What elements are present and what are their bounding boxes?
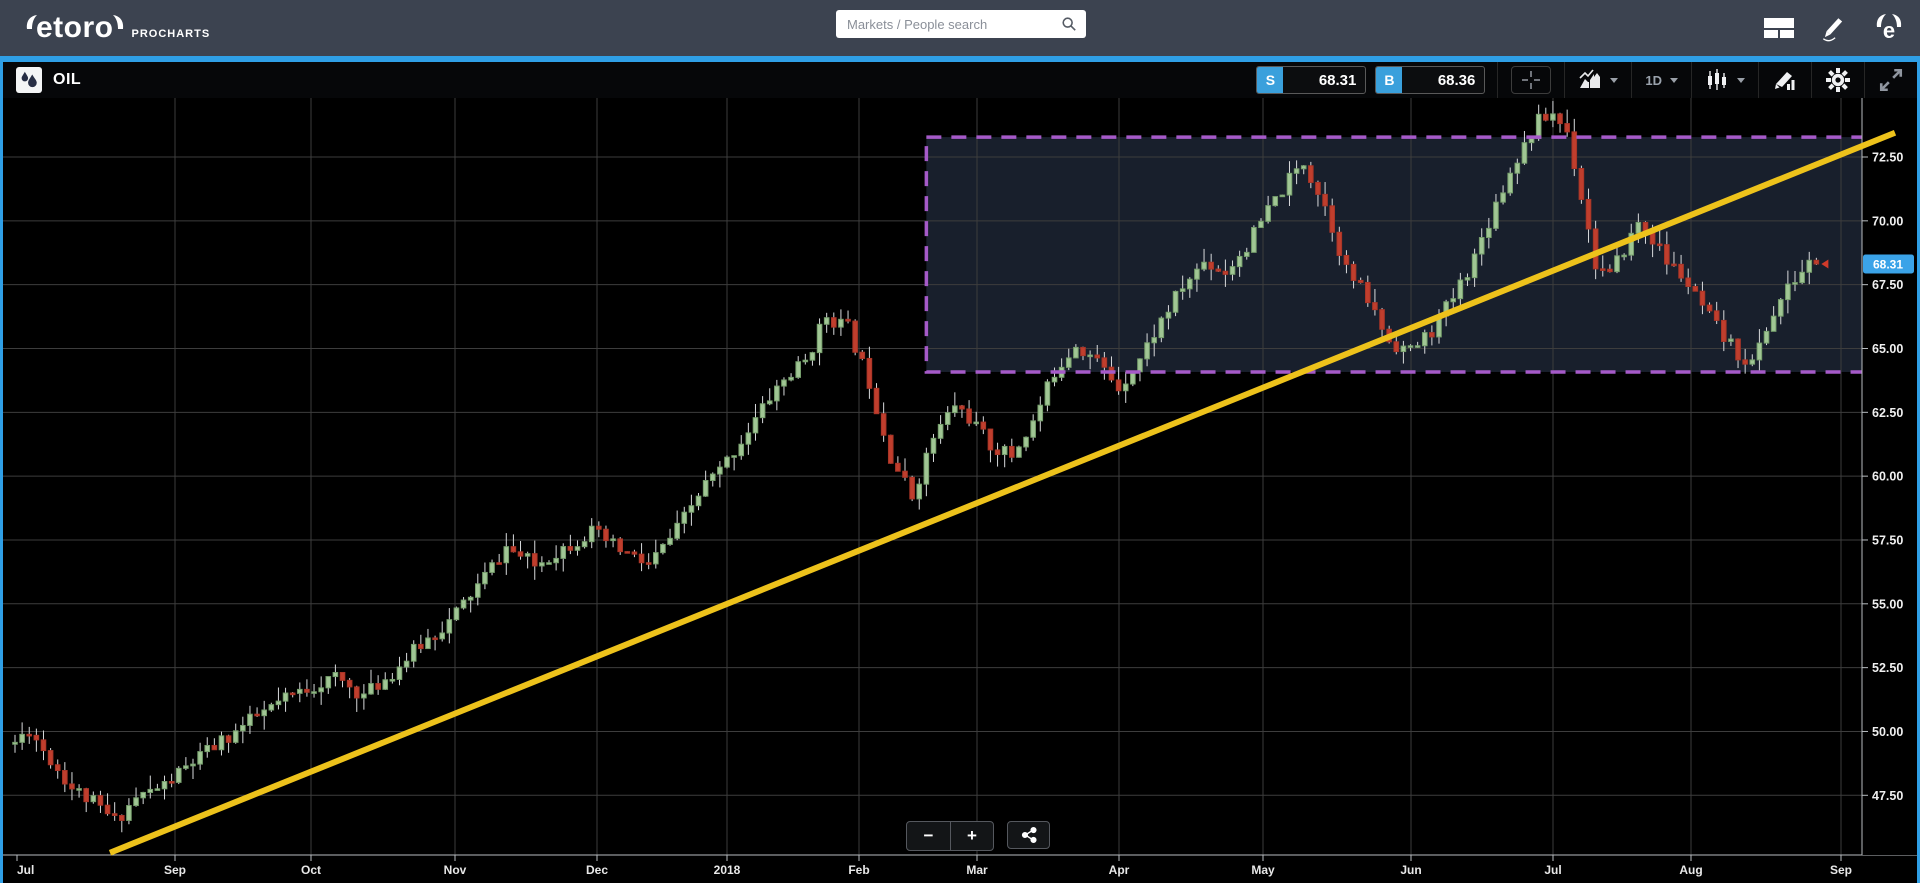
drawings-button[interactable] <box>1758 62 1811 98</box>
zoom-in-button[interactable]: + <box>950 822 993 850</box>
expand-arrows-icon <box>1879 68 1903 92</box>
settings-button[interactable] <box>1811 62 1864 98</box>
svg-text:52.50: 52.50 <box>1872 661 1903 675</box>
fullscreen-button[interactable] <box>1864 62 1917 98</box>
logo-horn-right-icon <box>112 15 123 29</box>
share-icon <box>1021 826 1037 844</box>
oil-instrument-icon <box>16 67 42 93</box>
svg-text:Jun: Jun <box>1400 863 1421 877</box>
drawing-marker-icon <box>1775 72 1795 90</box>
timeframe-button[interactable]: 1D <box>1631 62 1691 98</box>
chart-toolbar: OIL S 68.31 B 68.36 <box>3 62 1917 98</box>
search-icon[interactable] <box>1061 16 1077 32</box>
search-input[interactable] <box>836 16 1061 32</box>
svg-text:Feb: Feb <box>848 863 869 877</box>
svg-text:Sep: Sep <box>1830 863 1852 877</box>
symbol-label: OIL <box>53 71 82 88</box>
draw-pencil-icon[interactable] <box>1818 14 1848 42</box>
svg-text:65.00: 65.00 <box>1872 342 1903 356</box>
svg-text:Apr: Apr <box>1109 863 1130 877</box>
chevron-down-icon <box>1610 77 1619 83</box>
svg-text:Oct: Oct <box>301 863 321 877</box>
quote-buttons: S 68.31 B 68.36 <box>1256 62 1497 98</box>
chart-region: Jul Sep Oct Nov Dec 2018 Feb Mar Apr May Jun Jul Aug… <box>3 98 1917 883</box>
sell-badge: S <box>1257 67 1284 93</box>
toolbar-tools: S 68.31 B 68.36 <box>1256 62 1917 98</box>
product-name: PROCHARTS <box>131 28 211 40</box>
svg-text:Nov: Nov <box>444 863 467 877</box>
chart-zoom-controls: − + <box>906 821 1050 851</box>
svg-text:60.00: 60.00 <box>1872 470 1903 484</box>
svg-text:72.50: 72.50 <box>1872 151 1903 165</box>
svg-text:Jul: Jul <box>1544 863 1561 877</box>
top-navigation-bar: etoro PROCHARTS e <box>0 0 1920 56</box>
gear-icon <box>1826 68 1850 92</box>
svg-text:Dec: Dec <box>586 863 608 877</box>
chevron-down-icon <box>1670 77 1678 83</box>
candlestick-style-icon <box>1708 69 1726 90</box>
sell-price: 68.31 <box>1318 71 1357 89</box>
svg-text:Mar: Mar <box>966 863 988 877</box>
svg-text:70.00: 70.00 <box>1872 214 1903 228</box>
buy-price: 68.36 <box>1437 71 1476 89</box>
candle-style-button[interactable] <box>1691 62 1758 98</box>
buy-button[interactable]: B 68.36 <box>1375 66 1486 94</box>
svg-text:62.50: 62.50 <box>1872 406 1903 420</box>
crosshair-tool <box>1497 62 1564 98</box>
chevron-down-icon <box>1737 77 1745 83</box>
svg-text:e: e <box>1883 18 1895 43</box>
chart-type-icon <box>1579 69 1601 88</box>
logo-horn-left-icon <box>26 15 37 29</box>
svg-text:Sep: Sep <box>164 863 186 877</box>
topbar-actions: e <box>1764 0 1906 56</box>
svg-text:2018: 2018 <box>714 863 741 877</box>
share-button[interactable] <box>1007 821 1050 849</box>
svg-text:57.50: 57.50 <box>1872 533 1903 547</box>
svg-text:Jul: Jul <box>17 863 34 877</box>
instrument-header[interactable]: OIL <box>3 67 81 93</box>
buy-badge: B <box>1376 67 1403 93</box>
chart-type-button[interactable] <box>1564 62 1631 98</box>
svg-text:Aug: Aug <box>1679 863 1702 877</box>
svg-text:50.00: 50.00 <box>1872 725 1903 739</box>
brand-name: etoro <box>36 11 114 44</box>
layout-grid-icon[interactable] <box>1764 18 1794 38</box>
sell-button[interactable]: S 68.31 <box>1256 66 1367 94</box>
svg-text:47.50: 47.50 <box>1872 789 1903 803</box>
panel-divider <box>0 56 1920 62</box>
svg-text:67.50: 67.50 <box>1872 278 1903 292</box>
search-box <box>836 10 1086 38</box>
svg-text:May: May <box>1251 863 1275 877</box>
etoro-bull-avatar-icon[interactable]: e <box>1872 13 1906 43</box>
zoom-out-button[interactable]: − <box>907 822 950 850</box>
etoro-logo[interactable]: etoro PROCHARTS <box>26 13 210 43</box>
svg-text:68.31: 68.31 <box>1873 257 1903 271</box>
svg-text:55.00: 55.00 <box>1872 597 1903 611</box>
candlestick-chart-canvas[interactable]: Jul Sep Oct Nov Dec 2018 Feb Mar Apr May Jun Jul Aug… <box>3 98 1917 883</box>
crosshair-button[interactable] <box>1511 66 1552 94</box>
timeframe-label: 1D <box>1645 72 1662 88</box>
chart-panel: OIL S 68.31 B 68.36 <box>0 62 1920 883</box>
